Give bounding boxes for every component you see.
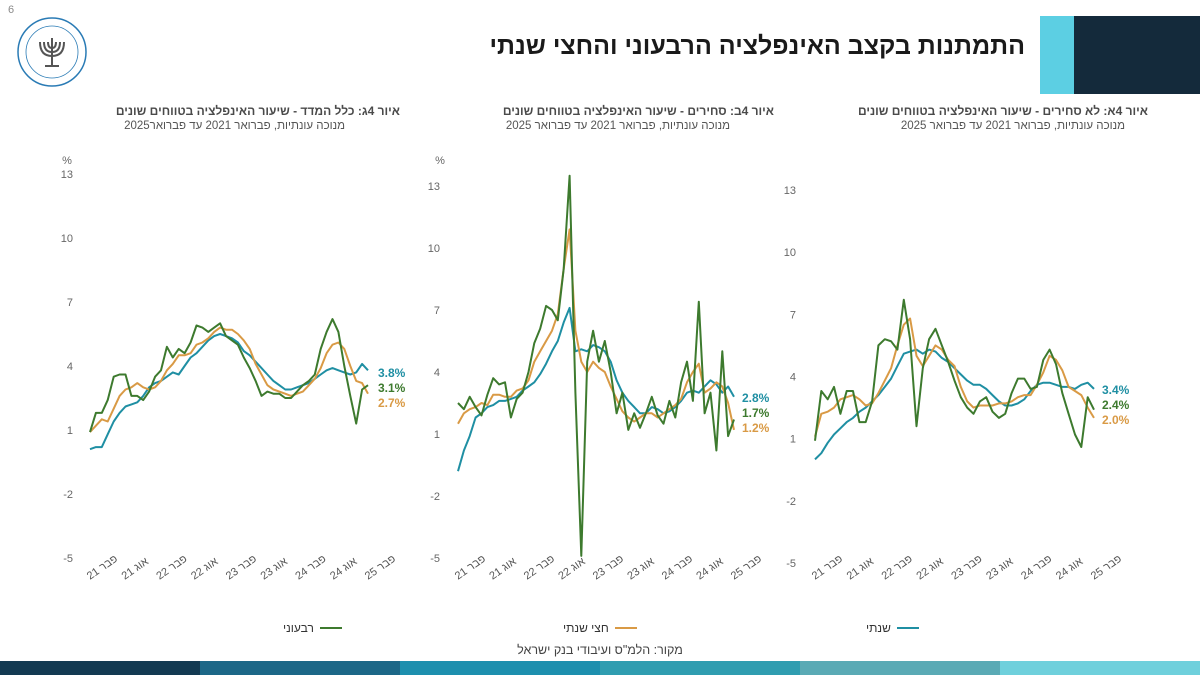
end-value-label-half-year: 2.7%	[378, 396, 406, 410]
end-value-label-quarterly: 3.1%	[378, 381, 406, 395]
chart-subtitle-tradables: מנוכה עונתיות, פברואר 2021 עד פברואר 202…	[505, 120, 730, 132]
x-tick-label: פבר 21	[453, 553, 488, 583]
series-line-half-year	[457, 228, 735, 431]
x-tick-label: אוג 23	[625, 556, 656, 583]
y-tick-label: 7	[67, 297, 73, 309]
series-line-quarterly	[457, 174, 735, 557]
series-line-quarterly	[814, 298, 1095, 448]
header-accent-light	[1040, 16, 1074, 94]
y-tick-label: -5	[786, 558, 796, 570]
bank-of-israel-logo	[17, 17, 87, 87]
x-tick-label: פבר 24	[1019, 553, 1054, 583]
chart-subtitle-overall: מנוכה עונתיות, פברואר 2021 עד פברואר2025	[124, 120, 345, 132]
end-value-label-annual: 3.4%	[1102, 383, 1130, 397]
end-value-label-annual: 2.8%	[742, 391, 770, 405]
chart-subtitle-nontradables: מנוכה עונתיות, פברואר 2021 עד פברואר 202…	[900, 120, 1125, 132]
x-tick-label: אוג 22	[556, 556, 587, 583]
chart-title-nontradables: איור 4א: לא סחירים - שיעור האינפלציה בטו…	[857, 104, 1148, 118]
y-tick-label: 4	[67, 361, 73, 373]
x-tick-label: פבר 24	[660, 553, 695, 583]
end-value-label-quarterly: 1.7%	[742, 406, 770, 420]
series-line-quarterly	[89, 318, 369, 433]
page-title: התמתנות בקצב האינפלציה הרבעוני והחצי שנת…	[489, 32, 1025, 60]
end-value-label-half-year: 2.0%	[1102, 413, 1130, 427]
y-tick-label: 1	[434, 429, 440, 441]
x-tick-label: פבר 22	[154, 553, 189, 583]
header-accent-dark	[1074, 16, 1200, 94]
y-axis-unit: %	[62, 155, 72, 167]
x-tick-label: פבר 24	[293, 553, 328, 583]
y-tick-label: 4	[434, 367, 440, 379]
y-tick-label: -2	[430, 491, 440, 503]
y-axis-unit: %	[435, 155, 445, 167]
y-tick-label: 13	[61, 169, 73, 181]
x-tick-label: פבר 23	[591, 553, 626, 583]
x-tick-label: אוג 23	[984, 556, 1015, 583]
chart-title-overall: איור 4ג: כלל המדד - שיעור האינפלציה בטוו…	[115, 104, 400, 118]
bottom-bar-segment	[1000, 661, 1200, 675]
x-tick-label: פבר 25	[729, 553, 764, 583]
x-tick-label: פבר 22	[880, 553, 915, 583]
x-tick-label: פבר 25	[363, 553, 398, 583]
end-value-label-annual: 3.8%	[378, 366, 406, 380]
x-tick-label: אוג 24	[1054, 556, 1085, 583]
x-tick-label: אוג 24	[328, 556, 359, 583]
x-tick-label: אוג 22	[189, 556, 220, 583]
y-tick-label: 7	[790, 309, 796, 321]
legend-label-half-year: חצי שנתי	[563, 621, 609, 635]
x-tick-label: אוג 23	[259, 556, 290, 583]
legend-swatch-annual	[896, 627, 919, 629]
y-tick-label: -2	[786, 496, 796, 508]
series-line-half-year	[814, 317, 1095, 437]
series-line-annual	[89, 333, 369, 451]
x-tick-label: אוג 22	[914, 556, 945, 583]
y-tick-label: 1	[790, 434, 796, 446]
y-tick-label: 10	[784, 247, 796, 259]
chart-title-tradables: איור 4ב: סחירים - שיעור האינפלציה בטווחי…	[502, 104, 774, 118]
legend-half-year: חצי שנתי	[563, 618, 637, 638]
x-tick-label: אוג 21	[845, 556, 876, 583]
y-tick-label: 13	[784, 185, 796, 197]
y-tick-label: 10	[428, 243, 440, 255]
y-tick-label: 4	[790, 372, 796, 384]
y-tick-label: -2	[63, 489, 73, 501]
x-tick-label: פבר 23	[224, 553, 259, 583]
x-tick-label: פבר 22	[522, 553, 557, 583]
bottom-bar-segment	[200, 661, 400, 675]
bottom-bar-segment	[400, 661, 600, 675]
bottom-bar-segment	[800, 661, 1000, 675]
y-tick-label: -5	[430, 553, 440, 565]
x-tick-label: אוג 24	[694, 556, 725, 583]
x-tick-label: פבר 23	[949, 553, 984, 583]
x-tick-label: פבר 25	[1089, 553, 1124, 583]
x-tick-label: אוג 21	[487, 556, 518, 583]
bottom-bar-segment	[0, 661, 200, 675]
y-tick-label: 7	[434, 305, 440, 317]
bottom-color-bar	[0, 661, 1200, 675]
legend-annual: שנתי	[866, 618, 919, 638]
source-note: מקור: הלמ"ס ועיבודי בנק ישראל	[517, 643, 683, 657]
legend-swatch-quarterly	[319, 627, 342, 629]
y-tick-label: 13	[428, 181, 440, 193]
x-tick-label: פבר 21	[85, 553, 120, 583]
x-tick-label: אוג 21	[120, 556, 151, 583]
y-tick-label: 10	[61, 233, 73, 245]
end-value-label-quarterly: 2.4%	[1102, 398, 1130, 412]
x-tick-label: פבר 21	[810, 553, 845, 583]
y-tick-label: -5	[63, 553, 73, 565]
end-value-label-half-year: 1.2%	[742, 421, 770, 435]
page-number: 6	[8, 4, 15, 16]
y-tick-label: 1	[67, 425, 73, 437]
legend-swatch-half-year	[614, 627, 637, 629]
bottom-bar-segment	[600, 661, 800, 675]
series-line-half-year	[89, 326, 369, 433]
legend-quarterly: רבעוני	[283, 618, 342, 638]
legend-label-annual: שנתי	[866, 621, 891, 635]
legend-label-quarterly: רבעוני	[283, 621, 314, 635]
